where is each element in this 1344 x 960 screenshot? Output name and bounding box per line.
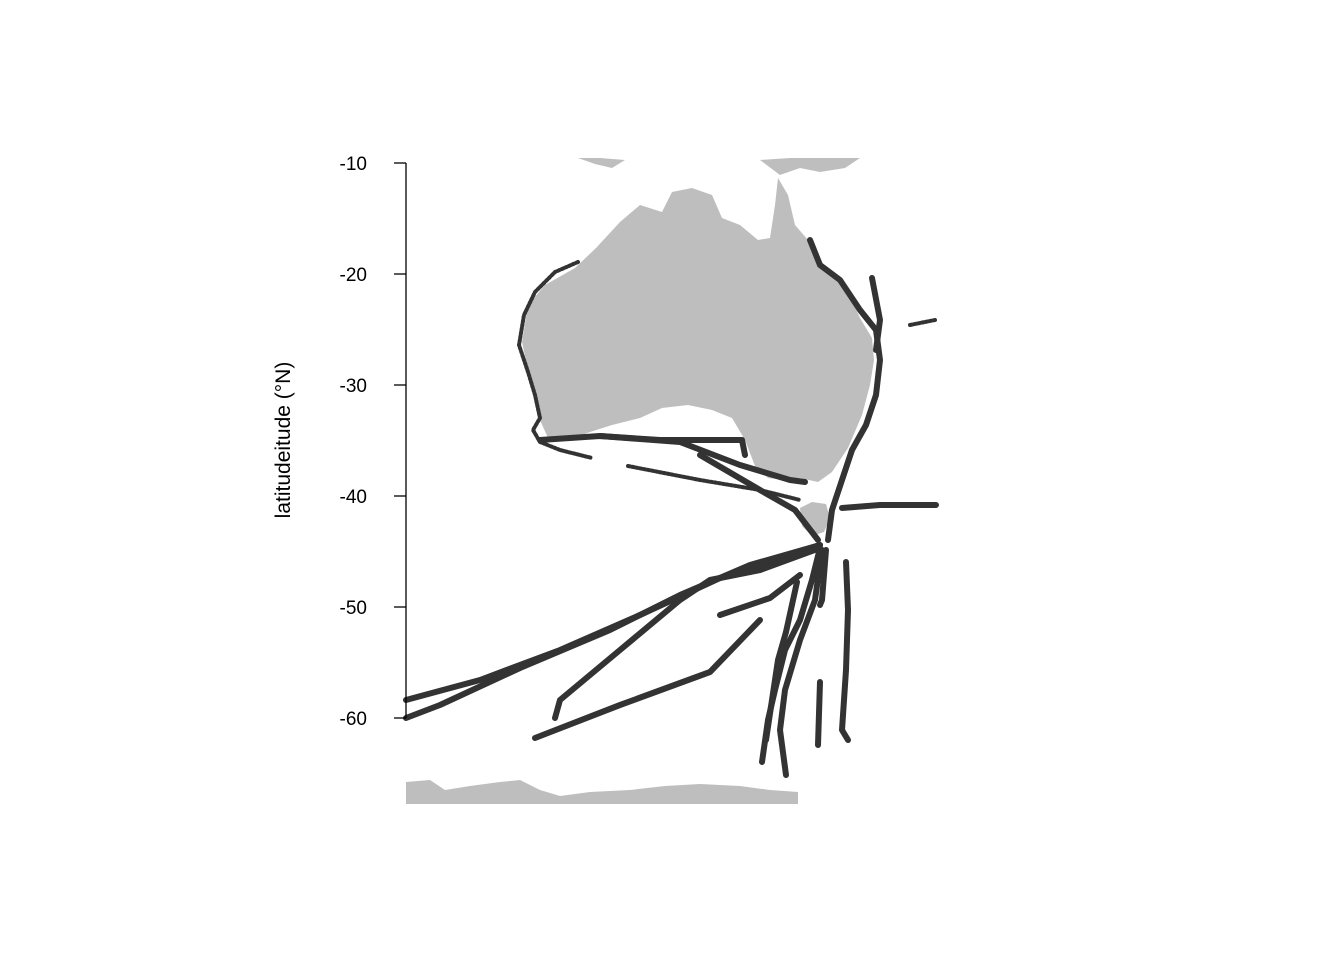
track-bass-strait [697,452,821,543]
y-tick-label: -10 [340,154,367,175]
y-tick-label: -40 [340,487,367,508]
track-east-coast [807,237,883,543]
land-layer [406,158,874,804]
y-axis: -10 -20 -30 -40 -50 -60 [340,154,407,730]
track-southern-10 [815,679,823,748]
y-axis-title: latitudeitude (°N) [272,362,295,519]
track-coral-sea [869,275,883,353]
new-guinea-landmass [760,158,860,175]
track-southern-9 [839,559,851,743]
y-tick-label: -60 [340,709,367,730]
track-west-coast [517,260,594,460]
track-southern-11 [763,579,800,743]
y-tick-label: -20 [340,265,367,286]
track-southern-2 [403,542,823,721]
track-tasman-east [839,502,939,511]
antarctica-landmass [406,780,798,804]
track-southwest-diagonal [626,464,802,502]
track-southern-8 [817,547,829,608]
track-bight-to-tasman [597,433,808,485]
track-pacific-east [908,318,937,327]
track-southern-4 [532,617,763,741]
indonesia-landmass [578,158,625,168]
track-southern-7 [777,547,825,778]
track-southern-3 [552,545,823,721]
y-tick-label: -50 [340,598,367,619]
australia-landmass [522,178,874,482]
track-layer [403,237,939,778]
y-tick-label: -30 [340,376,367,397]
track-southern-5 [717,572,803,618]
